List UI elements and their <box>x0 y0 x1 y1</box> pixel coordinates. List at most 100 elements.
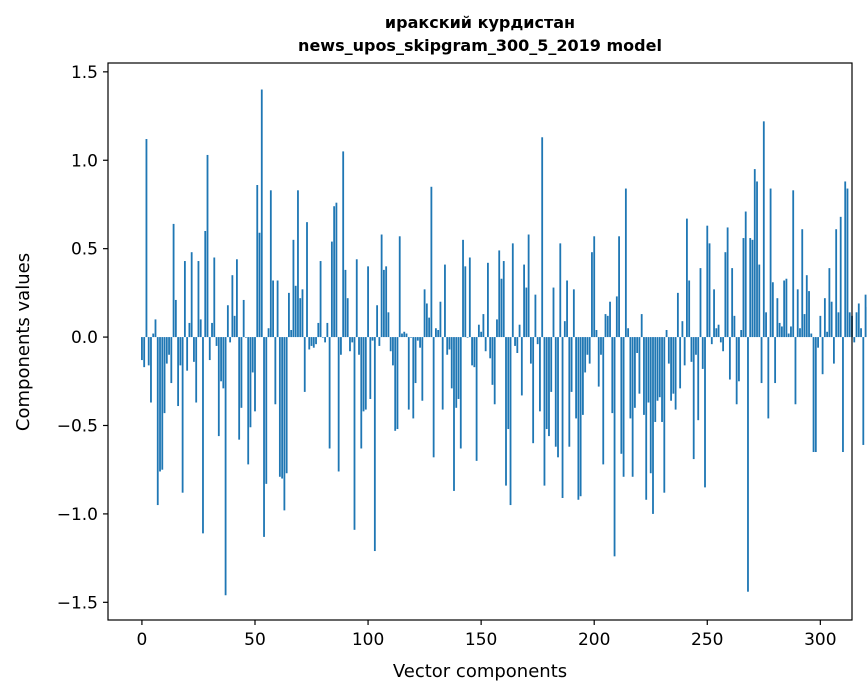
bar <box>179 337 182 366</box>
bar <box>708 243 711 338</box>
bar <box>801 229 804 338</box>
bar <box>842 337 844 453</box>
x-axis-label: Vector components <box>393 661 567 682</box>
x-tick-label: 250 <box>691 630 723 650</box>
x-tick-label: 150 <box>465 630 497 650</box>
y-tick-label: −0.5 <box>57 416 98 436</box>
bar <box>652 337 654 514</box>
bar <box>349 337 351 352</box>
bar <box>593 236 596 338</box>
bar <box>769 188 772 338</box>
bar <box>837 312 840 338</box>
bar <box>823 298 826 338</box>
bar <box>584 337 587 373</box>
bar <box>337 337 340 472</box>
bar <box>335 202 338 338</box>
bar <box>362 337 365 412</box>
bar <box>455 337 458 408</box>
bar <box>224 337 227 596</box>
bar <box>360 337 363 449</box>
bar <box>796 289 799 338</box>
bar <box>249 337 252 428</box>
bar <box>581 337 584 415</box>
bar <box>450 337 453 389</box>
bar <box>609 301 611 338</box>
bar <box>661 337 663 422</box>
bar <box>774 337 777 384</box>
bar <box>342 151 345 338</box>
bar <box>717 324 720 338</box>
bar <box>600 337 602 355</box>
bar <box>308 337 311 350</box>
bar <box>568 337 571 447</box>
bar <box>724 252 727 338</box>
bar <box>667 337 670 364</box>
bar <box>631 337 634 477</box>
bar <box>611 337 614 414</box>
bar <box>853 337 856 343</box>
bar <box>604 314 607 338</box>
bar <box>767 337 770 419</box>
bar <box>627 328 630 338</box>
bar <box>430 186 433 338</box>
bar <box>552 287 555 338</box>
bar-series <box>141 89 867 596</box>
bar <box>407 337 410 410</box>
bar <box>297 190 299 338</box>
bar <box>502 261 505 338</box>
bar <box>848 312 851 338</box>
bar <box>740 330 743 338</box>
bar <box>340 337 342 355</box>
bar <box>473 337 476 368</box>
bar <box>577 337 580 500</box>
chart-title-line-2: news_upos_skipgram_300_5_2019 model <box>298 36 662 55</box>
bar <box>710 337 713 345</box>
bar <box>195 337 198 403</box>
bar <box>464 266 467 338</box>
bar <box>765 312 767 338</box>
bar <box>744 211 747 338</box>
bar <box>835 229 838 338</box>
bar <box>324 337 326 343</box>
bar <box>688 280 691 338</box>
bar <box>758 264 761 338</box>
bar <box>756 181 758 338</box>
bar <box>640 314 643 338</box>
bar <box>292 239 295 338</box>
bar <box>269 190 272 338</box>
bar <box>731 268 734 338</box>
bar <box>733 315 736 338</box>
bar <box>532 337 535 444</box>
bar <box>410 337 412 338</box>
bar <box>299 298 302 338</box>
bar <box>672 337 675 394</box>
bar <box>534 294 537 338</box>
bar <box>622 337 625 477</box>
x-tick-label: 200 <box>578 630 610 650</box>
bar <box>181 337 184 493</box>
bar <box>346 298 349 338</box>
bar <box>193 337 195 362</box>
bar <box>520 337 523 396</box>
bar <box>591 252 593 338</box>
bar <box>453 337 455 491</box>
bar <box>326 322 329 338</box>
bar <box>539 337 541 412</box>
bar <box>371 337 374 341</box>
bar <box>482 314 485 338</box>
bar <box>358 337 360 355</box>
bar <box>489 337 492 359</box>
bar <box>240 337 243 408</box>
bar <box>288 292 290 338</box>
bar <box>588 337 591 364</box>
bar <box>679 337 682 389</box>
bar <box>606 315 609 338</box>
bar <box>294 285 297 338</box>
y-tick-label: −1.5 <box>57 593 98 613</box>
bar <box>188 322 191 338</box>
bar <box>550 337 553 392</box>
bar <box>256 185 259 338</box>
bar <box>808 291 810 338</box>
bar <box>202 337 204 534</box>
